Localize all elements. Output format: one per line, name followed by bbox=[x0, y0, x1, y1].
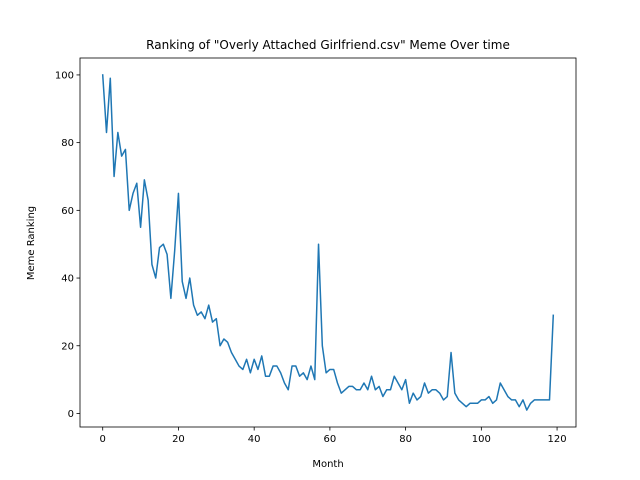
x-tick-label: 0 bbox=[100, 434, 106, 445]
chart-title: Ranking of "Overly Attached Girlfriend.c… bbox=[146, 38, 510, 52]
x-tick-label: 40 bbox=[248, 434, 261, 445]
y-tick-label: 60 bbox=[61, 206, 74, 217]
y-tick-label: 40 bbox=[61, 274, 74, 285]
y-tick-label: 100 bbox=[55, 70, 74, 81]
x-tick-label: 60 bbox=[324, 434, 337, 445]
y-tick-label: 20 bbox=[61, 341, 74, 352]
x-axis-title: Month bbox=[312, 459, 343, 470]
x-tick-label: 20 bbox=[172, 434, 185, 445]
x-tick-label: 120 bbox=[548, 434, 567, 445]
axes-frame bbox=[79, 57, 577, 428]
y-tick-label: 80 bbox=[61, 138, 74, 149]
y-axis-title: Meme Ranking bbox=[26, 206, 37, 280]
plot-area: 0 20 40 60 80 100 120 0 20 40 60 80 100 bbox=[55, 57, 577, 445]
x-tick-label: 100 bbox=[472, 434, 491, 445]
y-tick-label: 0 bbox=[68, 409, 74, 420]
x-tick-label: 80 bbox=[399, 434, 412, 445]
series-line-0 bbox=[101, 74, 555, 411]
